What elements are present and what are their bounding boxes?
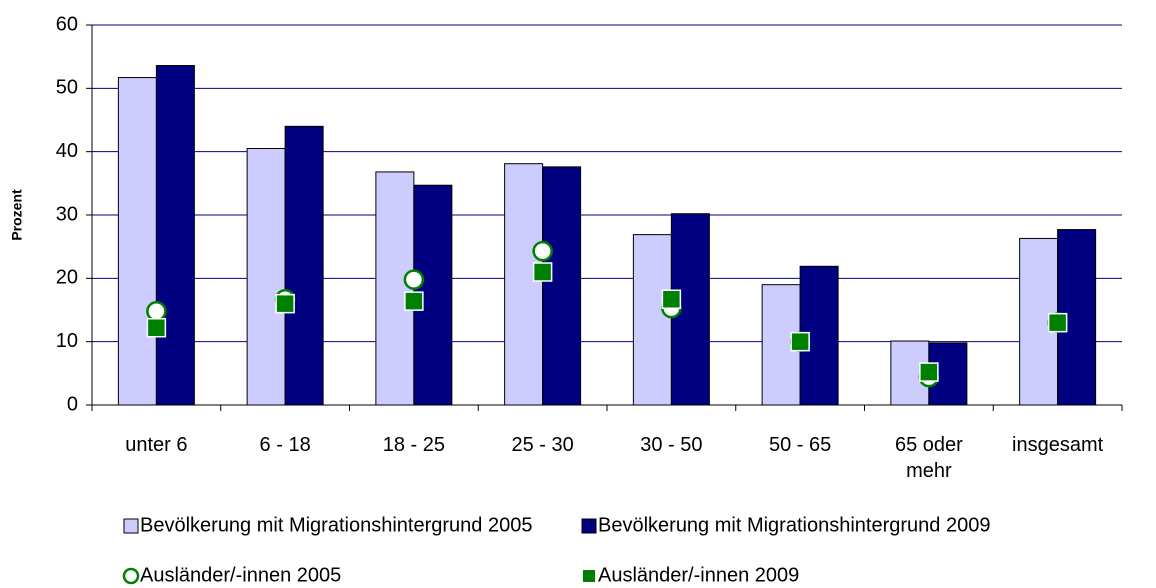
legend-label: Bevölkerung mit Migrationshintergrund 20… [140,514,532,536]
bar [504,163,544,406]
bar [284,125,324,406]
x-tick-label: 25 - 30 [511,434,574,456]
marker-circle [403,269,425,290]
x-tick-label: 65 oder mehr [894,434,963,482]
y-tick-label: 10 [56,330,78,352]
legend-label: Ausländer/-innen 2005 [140,564,341,586]
marker-square [1047,312,1068,333]
bar [246,148,286,406]
marker-square [790,331,810,352]
marker-circle [532,240,553,262]
x-tick-label: 50 - 65 [768,434,832,456]
marker-square [146,317,167,338]
x-tick-label: unter 6 [125,434,188,456]
bar [890,340,930,406]
y-tick-label: 0 [67,393,78,415]
bar [542,166,582,406]
marker-circle [146,301,167,322]
bar [117,77,157,406]
y-tick-label: 60 [56,13,78,35]
legend-swatch [122,567,140,585]
y-tick-label: 40 [56,140,78,162]
x-tick-label: 30 - 50 [640,434,703,456]
legend-label: Ausländer/-innen 2009 [598,564,799,586]
bar [375,171,415,406]
x-tick-label: 18 - 25 [382,434,445,456]
marker-square [532,262,553,282]
legend-swatch [583,570,595,582]
legend-swatch [581,518,597,534]
legend-label: Bevölkerung mit Migrationshintergrund 20… [598,514,990,536]
marker-square [404,291,424,311]
marker-square [275,293,295,314]
marker-square [919,362,939,382]
legend-swatch [123,518,139,534]
y-axis-label: Prozent [9,189,25,241]
x-tick-label: insgesamt [1012,434,1104,456]
y-tick-label: 20 [56,267,78,289]
y-tick-label: 30 [56,203,78,225]
x-tick-label: 6 - 18 [259,434,311,456]
bar [155,65,195,406]
bar [632,234,672,406]
marker-square [661,289,682,309]
y-tick-label: 50 [56,77,78,99]
